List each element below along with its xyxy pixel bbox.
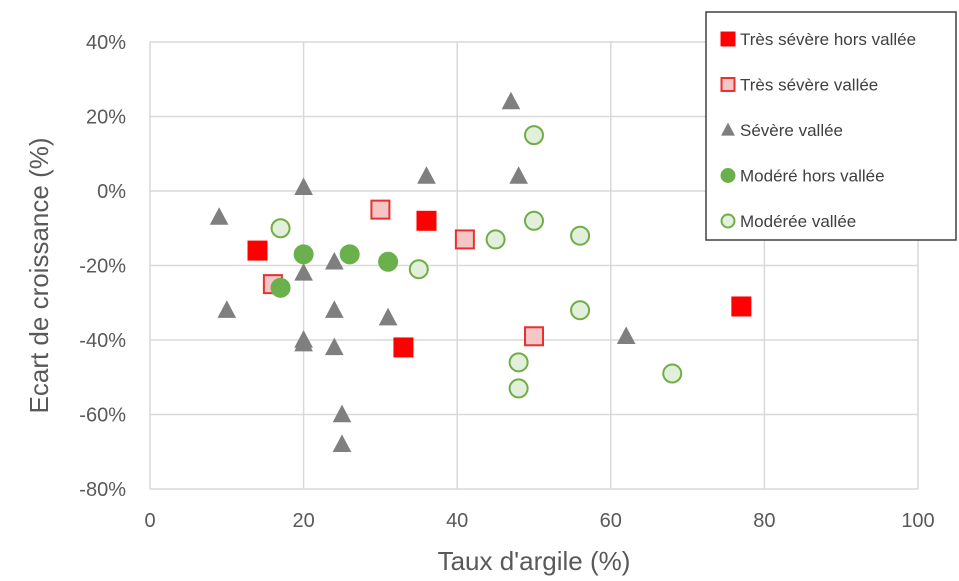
x-tick-labels: 0 20 40 60 80 100: [144, 510, 934, 532]
square-point: [416, 210, 437, 231]
y-tick-label: -60%: [79, 405, 126, 427]
y-tick-label: 0%: [97, 181, 126, 203]
legend-label: Sévère vallée: [740, 121, 843, 140]
x-tick-label: 40: [446, 510, 468, 532]
y-tick-label: -20%: [79, 256, 126, 278]
legend-label: Modérée vallée: [740, 212, 856, 231]
triangle-point: [509, 166, 528, 184]
circle-point: [524, 210, 544, 231]
triangle-point: [209, 207, 229, 225]
triangle-point: [294, 333, 313, 352]
legend-marker: [720, 213, 736, 229]
legend-marker: [720, 77, 736, 92]
circle-point: [408, 259, 429, 280]
circle-point: [339, 244, 360, 265]
circle-point: [570, 225, 591, 246]
triangle-point: [217, 300, 237, 318]
triangle-point: [324, 251, 344, 270]
grid-lines: [149, 41, 919, 490]
square-point: [247, 240, 268, 261]
square-point: [393, 337, 414, 358]
x-tick-label: 100: [901, 510, 934, 532]
circle-point: [293, 244, 314, 265]
legend: Très sévère hors vallée Très sévère vallé…: [705, 11, 957, 241]
legend-label: Très sévère vallée: [740, 76, 878, 95]
triangle-point: [378, 307, 398, 326]
y-tick-label: 40%: [86, 32, 126, 54]
circle-point: [270, 218, 291, 239]
triangle-point: [417, 166, 436, 184]
data-points: [209, 91, 752, 452]
triangle-point: [332, 404, 352, 423]
circle-point: [485, 229, 506, 250]
y-tick-label: -80%: [79, 479, 126, 501]
legend-marker: [720, 168, 736, 183]
legend-label: Modéré hors vallée: [740, 167, 885, 186]
triangle-point: [294, 177, 313, 195]
x-tick-label: 20: [292, 510, 314, 532]
circle-point: [270, 277, 291, 298]
triangle-point: [324, 337, 344, 356]
triangle-point: [324, 300, 344, 318]
square-point: [731, 296, 752, 317]
circle-point: [508, 352, 529, 373]
circle-point: [570, 300, 591, 321]
legend-label: Très sévère hors vallée: [740, 30, 916, 49]
y-tick-label: -40%: [79, 330, 126, 352]
x-axis-title: Taux d'argile (%): [438, 546, 631, 576]
x-tick-label: 60: [600, 510, 622, 532]
square-point: [524, 326, 544, 347]
y-tick-labels: 40% 20% 0% -20% -40% -60% -80%: [79, 32, 126, 501]
square-point: [454, 229, 475, 250]
triangle-point: [501, 91, 521, 110]
circle-point: [662, 363, 683, 384]
legend-marker: [720, 31, 736, 47]
x-tick-label: 80: [753, 510, 775, 532]
circle-point: [524, 125, 544, 146]
x-tick-label: 0: [144, 510, 155, 532]
triangle-point: [294, 263, 313, 281]
legend-box: [705, 11, 957, 241]
square-point: [370, 199, 391, 220]
y-axis-title: Ecart de croissance (%): [24, 138, 54, 414]
circle-point: [508, 378, 529, 399]
legend-marker: [721, 122, 735, 136]
circle-point: [378, 251, 399, 272]
triangle-point: [332, 434, 352, 452]
y-tick-label: 20%: [86, 107, 126, 129]
triangle-point: [616, 326, 636, 344]
